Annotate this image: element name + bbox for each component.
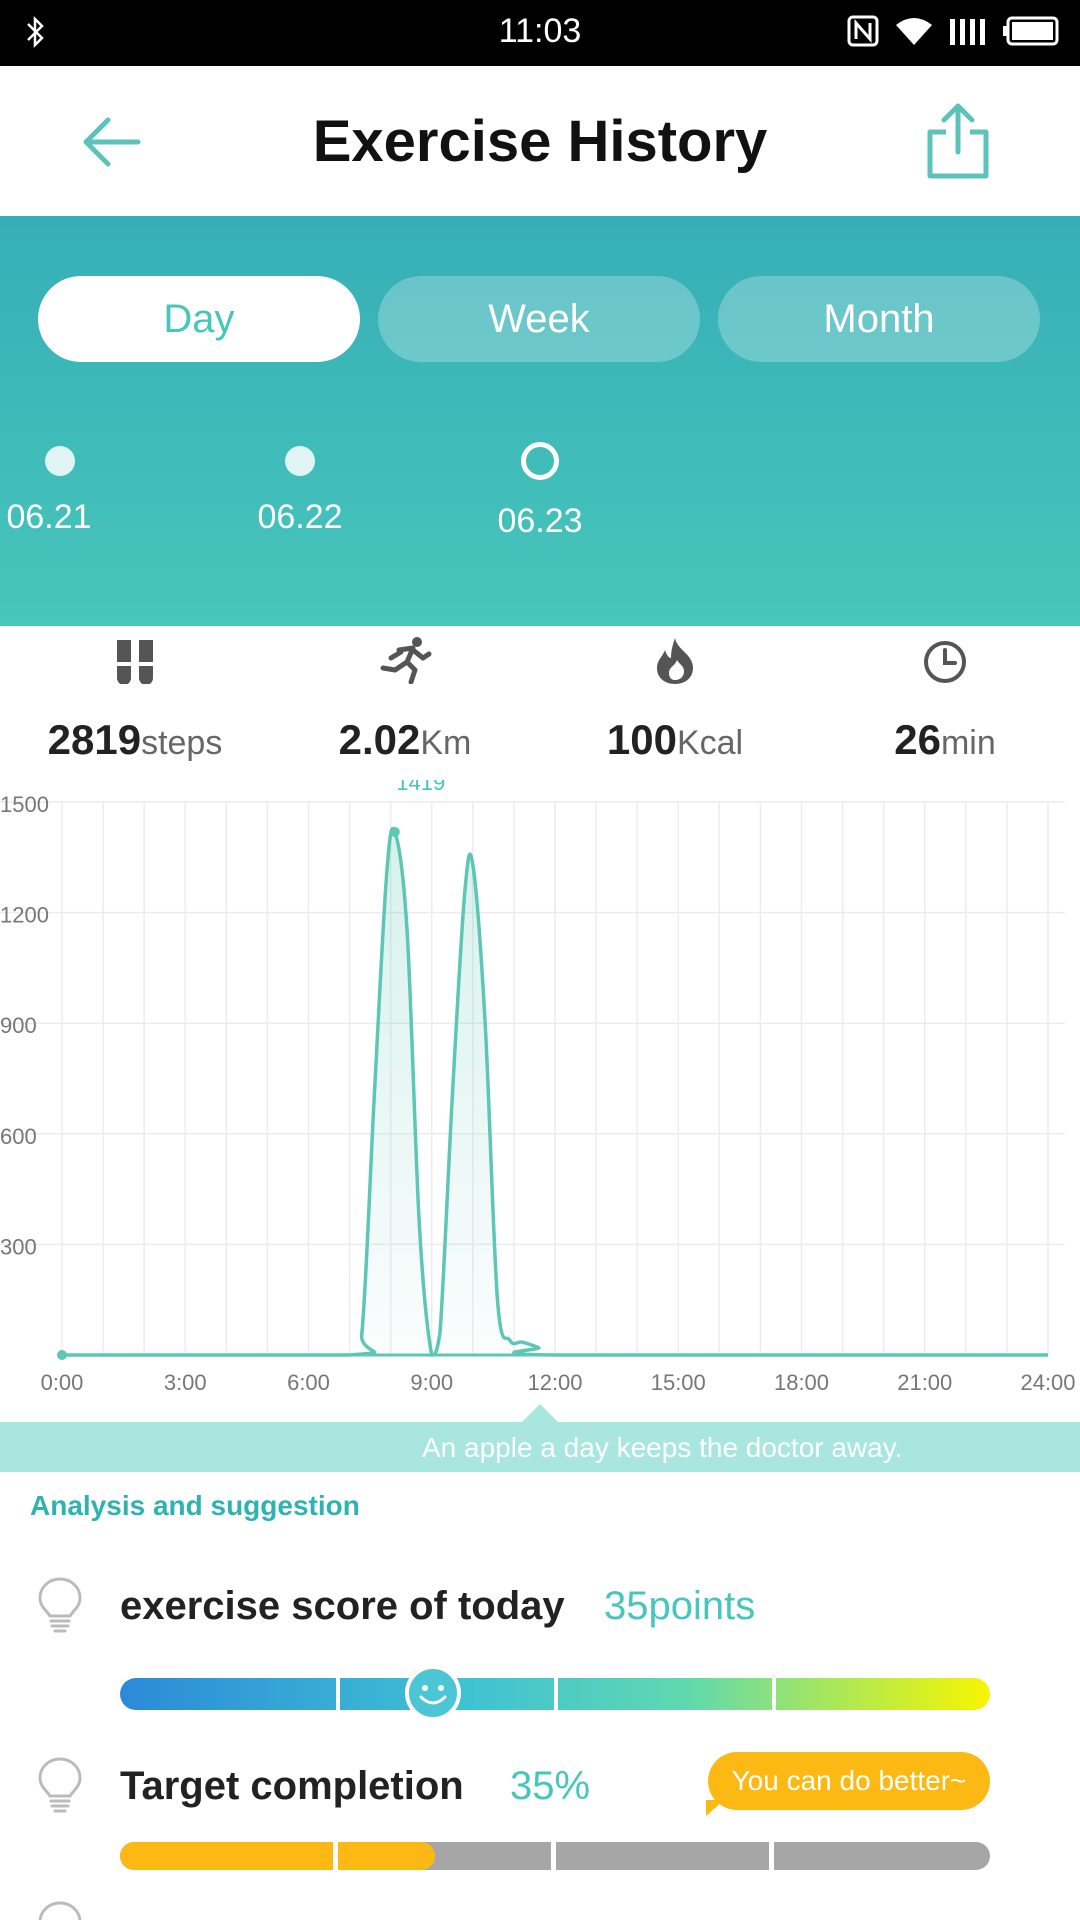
- clock-icon: [924, 641, 966, 683]
- score-value: 35points: [604, 1584, 756, 1628]
- stat-unit: Kcal: [676, 724, 744, 762]
- stat-calories: 100Kcal: [540, 636, 810, 764]
- bar-separator: [333, 1842, 338, 1870]
- analysis-title: Analysis and suggestion: [30, 1490, 360, 1521]
- peak-point: [389, 826, 400, 837]
- y-tick-label: 1200: [0, 903, 49, 928]
- score-label: exercise score of today: [120, 1584, 565, 1628]
- quote-text: An apple a day keeps the doctor away.: [422, 1432, 903, 1463]
- date-item[interactable]: 06.21: [0, 446, 140, 537]
- target-bar: [120, 1842, 990, 1870]
- x-tick-label: 3:00: [164, 1370, 207, 1395]
- quote-pointer: [522, 1404, 558, 1422]
- running-icon: [380, 637, 432, 684]
- bluetooth-icon: [27, 15, 44, 49]
- start-point: [57, 1350, 67, 1360]
- date-dot: [45, 446, 75, 476]
- bar-separator: [772, 1678, 776, 1710]
- date-label: 06.22: [257, 498, 343, 536]
- nfc-icon: [847, 15, 879, 47]
- y-tick-label: 1500: [0, 792, 49, 817]
- app-header: Exercise History: [0, 66, 1080, 216]
- stat-value: 2819: [47, 716, 142, 763]
- stat-value: 100: [606, 716, 677, 763]
- x-tick-label: 15:00: [651, 1370, 706, 1395]
- tab-day[interactable]: Day: [38, 276, 360, 362]
- x-tick-label: 0:00: [41, 1370, 84, 1395]
- encouragement-bubble: You can do better~: [708, 1752, 990, 1810]
- signal-icon: [950, 19, 985, 45]
- flame-icon: [657, 638, 693, 684]
- footprints-icon: [117, 640, 153, 684]
- date-selector: 06.21 06.22 06.23: [0, 442, 1080, 566]
- quote-banner: An apple a day keeps the doctor away.: [0, 1404, 1080, 1472]
- date-dot: [285, 446, 315, 476]
- x-tick-label: 9:00: [410, 1370, 453, 1395]
- status-bar: 11:03: [0, 0, 1080, 66]
- period-panel: Day Week Month 06.21 06.22 06.23: [0, 216, 1080, 626]
- x-tick-label: 18:00: [774, 1370, 829, 1395]
- target-label: Target completion: [120, 1764, 464, 1808]
- date-label: 06.23: [497, 502, 583, 540]
- x-tick-label: 21:00: [897, 1370, 952, 1395]
- page-title: Exercise History: [312, 109, 768, 174]
- zigzag-edge: [0, 626, 1080, 642]
- date-dot-selected: [521, 442, 559, 480]
- x-tick-label: 24:00: [1020, 1370, 1075, 1395]
- stat-unit: steps: [141, 724, 223, 762]
- period-tabs: Day Week Month: [38, 276, 1040, 362]
- steps-chart: 300 600 900 1200 1500 0:00 3:00 6:00 9:00 12:00 15…: [0, 780, 1076, 1395]
- stats-row: 2819steps 2.02Km 100Kcal 26min: [0, 636, 1080, 766]
- peak-label: 1419: [396, 780, 445, 795]
- date-label: 06.21: [6, 498, 92, 536]
- x-tick-label: 6:00: [287, 1370, 330, 1395]
- bar-separator: [769, 1842, 774, 1870]
- date-item-selected[interactable]: 06.23: [460, 442, 620, 541]
- target-value: 35%: [510, 1764, 591, 1808]
- stat-steps: 2819steps: [0, 636, 270, 764]
- stat-duration: 26min: [810, 636, 1080, 764]
- smiley-marker-icon: [405, 1665, 462, 1721]
- tab-week[interactable]: Week: [378, 276, 700, 362]
- lightbulb-icon: [38, 1757, 82, 1813]
- tab-month[interactable]: Month: [718, 276, 1040, 362]
- y-tick-label: 900: [0, 1013, 37, 1038]
- x-tick-label: 12:00: [527, 1370, 582, 1395]
- lightbulb-icon: [38, 1901, 82, 1920]
- y-tick-label: 300: [0, 1234, 37, 1259]
- bar-separator: [551, 1842, 556, 1870]
- bubble-tail: [706, 1800, 724, 1816]
- share-icon[interactable]: [924, 102, 992, 180]
- battery-icon: [1003, 16, 1059, 46]
- back-arrow-icon[interactable]: [78, 114, 142, 170]
- stat-unit: Km: [420, 724, 472, 762]
- y-tick-label: 600: [0, 1124, 37, 1149]
- score-bar: [120, 1678, 990, 1710]
- lightbulb-icon: [38, 1577, 82, 1633]
- stat-unit: min: [940, 724, 996, 762]
- stat-value: 2.02: [338, 716, 421, 763]
- stat-distance: 2.02Km: [270, 636, 540, 764]
- target-bar-fill: [120, 1842, 435, 1870]
- bar-separator: [336, 1678, 340, 1710]
- steps-line: [62, 826, 1048, 1357]
- wifi-icon: [896, 18, 932, 45]
- date-item[interactable]: 06.22: [220, 446, 380, 537]
- stat-value: 26: [894, 716, 941, 763]
- status-time: 11:03: [498, 12, 582, 50]
- bar-separator: [554, 1678, 558, 1710]
